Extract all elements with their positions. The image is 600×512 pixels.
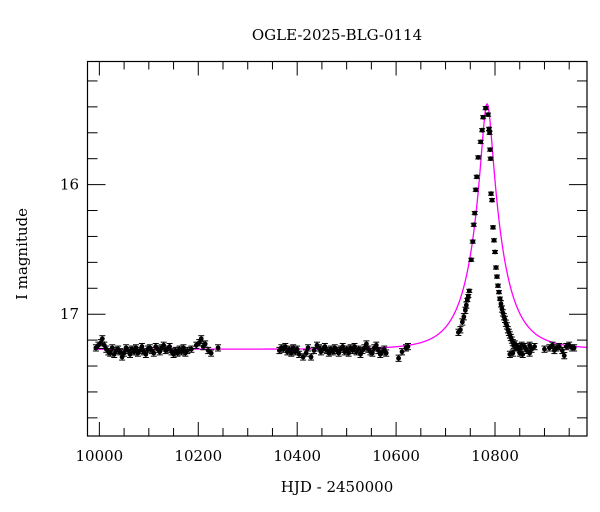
x-tick-label: 10800 (471, 447, 519, 465)
data-point (399, 348, 406, 356)
data-point (479, 127, 486, 133)
data-point (184, 346, 191, 355)
chart-title: OGLE-2025-BLG-0114 (252, 26, 422, 44)
y-tick-label: 17 (60, 305, 79, 323)
data-point (519, 350, 526, 358)
data-point (488, 191, 495, 197)
data-point (494, 283, 501, 289)
data-point (465, 293, 472, 299)
x-tick-label: 10600 (372, 447, 420, 465)
data-point (471, 210, 478, 216)
data-point (556, 342, 563, 351)
data-point (493, 265, 500, 270)
data-point (495, 289, 502, 295)
data-point (470, 222, 477, 228)
data-point (215, 344, 222, 352)
data-point (208, 349, 215, 357)
data-point (395, 354, 402, 362)
data-point (457, 326, 464, 334)
x-tick-label: 10400 (273, 447, 321, 465)
data-point (482, 105, 489, 111)
data-point (561, 352, 568, 360)
data-point (464, 297, 471, 303)
plot-area (92, 103, 587, 362)
data-point (404, 342, 411, 351)
data-point (487, 147, 494, 153)
data-point (549, 341, 556, 349)
y-tick-label: 16 (60, 176, 79, 194)
data-point (491, 237, 498, 243)
model-curve (93, 103, 587, 350)
data-point (490, 224, 497, 230)
data-point (468, 257, 475, 263)
data-point (480, 114, 487, 120)
x-axis-tick-labels: 10000 10200 10400 10600 10800 (76, 447, 519, 465)
data-point (571, 344, 578, 352)
data-point (475, 154, 482, 160)
data-point (496, 296, 503, 302)
data-point (487, 156, 494, 162)
data-point (541, 345, 548, 353)
data-point (351, 342, 358, 351)
data-point (469, 239, 476, 245)
x-tick-label: 10000 (76, 447, 124, 465)
plot-frame (86, 60, 588, 437)
x-axis-label: HJD - 2450000 (281, 478, 394, 496)
data-point (305, 344, 312, 352)
data-point (202, 340, 209, 348)
data-point (486, 130, 493, 136)
data-point (188, 345, 195, 353)
data-point (466, 288, 473, 294)
data-point (383, 349, 390, 357)
data-point (485, 112, 492, 118)
x-axis-ticks (98, 61, 570, 436)
data-point (472, 187, 479, 193)
data-point (325, 349, 332, 357)
data-point (473, 174, 480, 180)
data-point (198, 335, 205, 343)
data-point (526, 349, 533, 357)
data-point (531, 342, 538, 351)
data-points (92, 105, 578, 362)
x-tick-label: 10200 (174, 447, 222, 465)
data-point (492, 249, 499, 255)
data-point (509, 349, 516, 357)
data-point (477, 139, 484, 145)
y-axis-ticks (87, 80, 587, 419)
data-point (493, 274, 500, 280)
data-point (308, 353, 315, 361)
data-point (489, 197, 496, 203)
y-axis-label: I magnitude (13, 208, 31, 300)
data-point (117, 348, 124, 356)
